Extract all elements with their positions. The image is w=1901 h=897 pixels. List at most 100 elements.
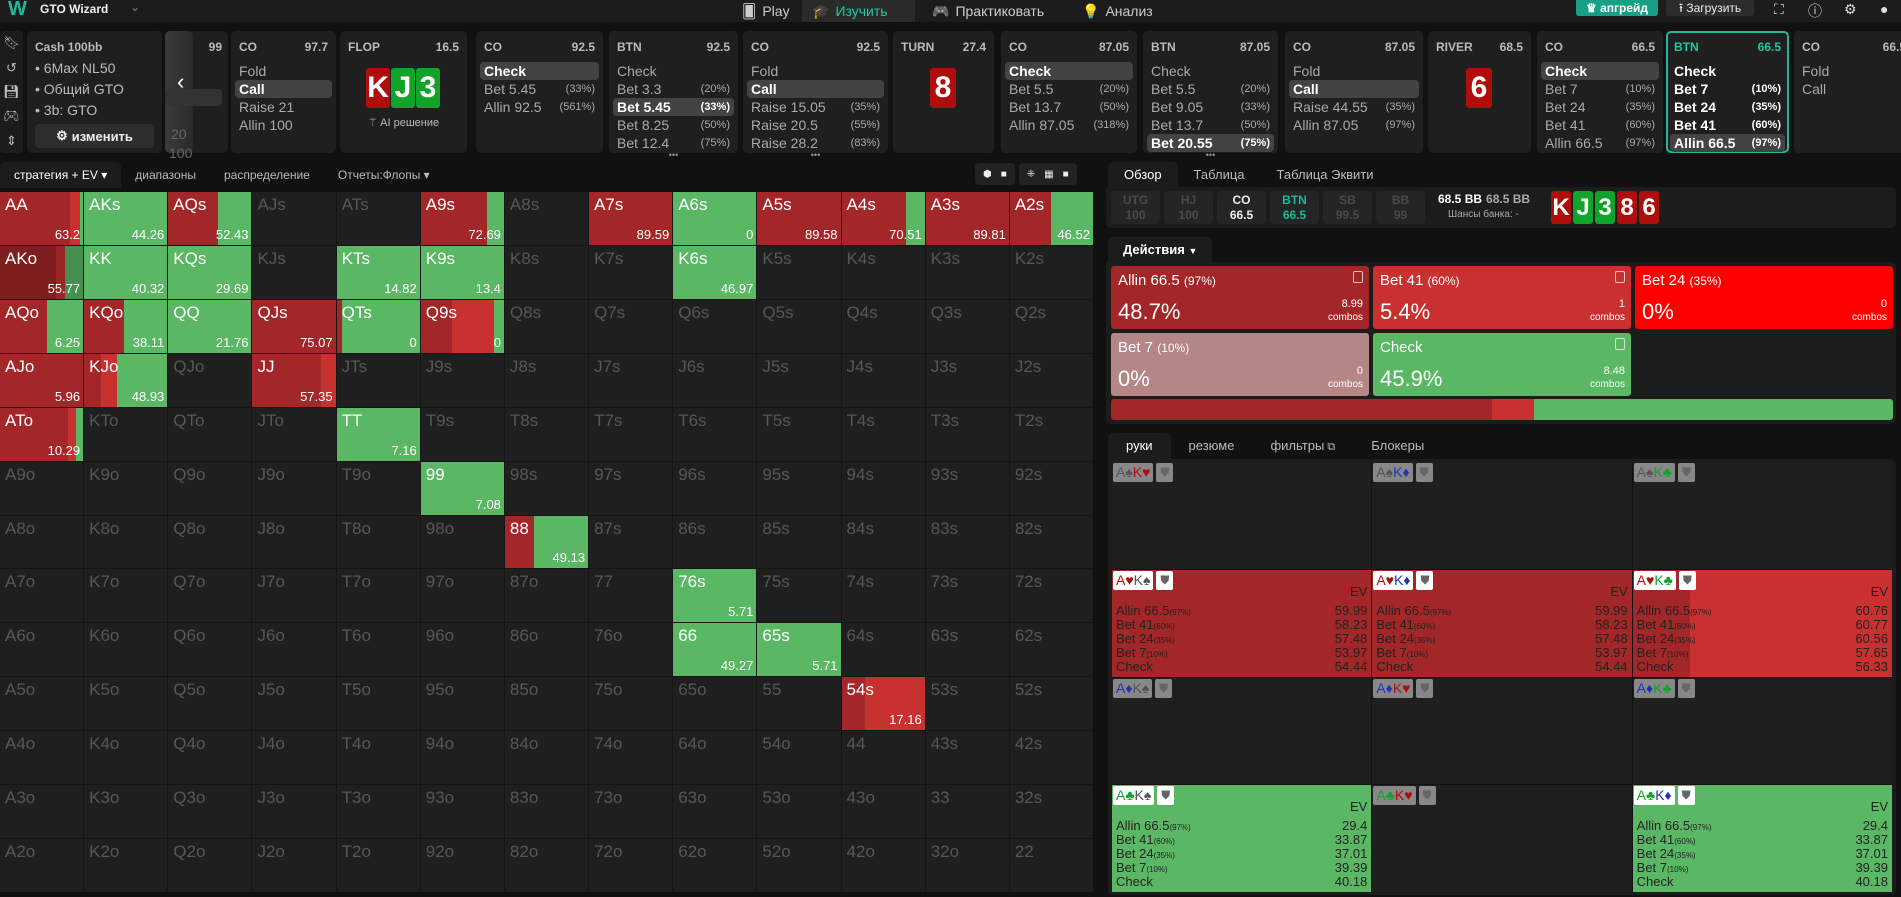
reset-icon[interactable]: ↺	[6, 59, 17, 75]
overview-tab[interactable]: Таблица Эквити	[1276, 167, 1374, 182]
action-option[interactable]: Bet 20.55 (75%)	[1147, 134, 1274, 152]
street-card-turn[interactable]: TURN 27.4 8	[893, 31, 994, 153]
action-option[interactable]: Bet 24 (35%)	[1545, 99, 1655, 115]
hand-cell-92o[interactable]: 92o	[420, 839, 504, 892]
hand-cell-K5s[interactable]: K5s	[757, 245, 841, 299]
action-option[interactable]: Check	[1674, 63, 1717, 79]
hand-cell-A4s[interactable]: A4s 70.51	[841, 192, 925, 245]
hand-cell-76s[interactable]: 76s 5.71	[673, 569, 757, 623]
hand-cell-J4s[interactable]: J4s	[841, 353, 925, 407]
hand-cell-55[interactable]: 55	[757, 677, 841, 731]
hand-cell-98o[interactable]: 98o	[420, 515, 504, 569]
hand-cell-Q2s[interactable]: Q2s	[1009, 299, 1093, 353]
action-option[interactable]: Allin 87.05 (97%)	[1293, 117, 1415, 133]
action-option[interactable]: Call	[1289, 80, 1419, 98]
action-card[interactable]: Bet 41 (60%) 5.4% 1 combos	[1373, 266, 1631, 329]
action-option[interactable]: Raise 20.5 (55%)	[751, 117, 880, 133]
hand-cell-J4o[interactable]: J4o	[252, 731, 336, 785]
action-node-card[interactable]: BTN 66.5 Check Bet 7 (10%) Bet 24 (35%) Bet 41(…	[1666, 31, 1789, 153]
action-option[interactable]: Check	[617, 63, 657, 79]
hand-cell-T3s[interactable]: T3s	[925, 407, 1009, 461]
hand-cell-TT[interactable]: TT 7.16	[336, 407, 420, 461]
hand-cell-53o[interactable]: 53o	[757, 785, 841, 839]
seat-hj[interactable]: HJ 100	[1164, 191, 1213, 224]
hand-cell-K3s[interactable]: K3s	[925, 245, 1009, 299]
hand-cell-A8o[interactable]: A8o	[0, 515, 84, 569]
hand-cell-KTo[interactable]: KTo	[84, 407, 168, 461]
hand-cell-J8s[interactable]: J8s	[504, 353, 589, 407]
hand-cell-JTo[interactable]: JTo	[252, 407, 336, 461]
overview-tab[interactable]: Обзор	[1108, 162, 1178, 187]
expand-icon[interactable]: ⇕	[6, 132, 17, 148]
action-option[interactable]: Bet 13.7 (50%)	[1151, 117, 1270, 133]
hand-cell-Q5s[interactable]: Q5s	[757, 299, 841, 353]
shield-icon[interactable]: ⛊	[1678, 570, 1696, 590]
hand-cell-Q7s[interactable]: Q7s	[589, 299, 673, 353]
action-option[interactable]: Bet 5.5 (20%)	[1009, 81, 1129, 97]
hand-cell-T7o[interactable]: T7o	[336, 569, 420, 623]
hand-cell-J8o[interactable]: J8o	[252, 515, 336, 569]
hand-cell-95o[interactable]: 95o	[420, 677, 504, 731]
grid-view-icon[interactable]: ▦	[1044, 168, 1054, 180]
ai-solution-button[interactable]: ⚚ AI решение	[367, 117, 440, 129]
action-node-card[interactable]: CO 87.05 Fold Call Raise 44.55 (35%) Allin 87.…	[1285, 31, 1423, 153]
action-node-card[interactable]: BTN 92.5 Check Bet 3.3 (20%) Bet 5.45 (33%) Bet…	[609, 31, 738, 160]
hand-cell-75s[interactable]: 75s	[757, 569, 841, 623]
hand-combo-tile[interactable]: A♥K♦ ⛊ EV Allin 66.5(97%) 59.99 Bet 41(60%) 58…	[1372, 569, 1632, 677]
action-option[interactable]: Fold	[751, 63, 779, 79]
hand-cell-82s[interactable]: 82s	[1009, 515, 1093, 569]
shield-icon[interactable]: ⛊	[1416, 678, 1434, 698]
hand-cell-K3o[interactable]: K3o	[84, 785, 168, 839]
hand-cell-95s[interactable]: 95s	[757, 461, 841, 515]
hand-cell-T8o[interactable]: T8o	[336, 515, 420, 569]
screenshot-icon[interactable]: ⛶	[1774, 1, 1784, 17]
matrix-tab[interactable]: диапазоны	[135, 168, 196, 182]
hands-tab[interactable]: руки	[1108, 433, 1171, 459]
hand-combo-tile[interactable]: A♠K♦ ⛊	[1372, 462, 1632, 569]
hand-cell-98s[interactable]: 98s	[504, 461, 589, 515]
action-option[interactable]: Check	[480, 62, 599, 80]
hand-cell-77[interactable]: 77	[589, 569, 673, 623]
action-card[interactable]: Allin 66.5 (97%) 48.7% 8.99 combos	[1111, 266, 1369, 329]
hand-cell-93s[interactable]: 93s	[925, 461, 1009, 515]
hand-cell-87s[interactable]: 87s	[589, 515, 673, 569]
hand-cell-A2s[interactable]: A2s 46.52	[1009, 192, 1093, 245]
action-option[interactable]: Fold	[239, 63, 267, 79]
action-option[interactable]: Bet 9.05 (33%)	[1151, 99, 1270, 115]
hand-cell-KQo[interactable]: KQo 38.11	[84, 299, 168, 353]
hand-cell-KQs[interactable]: KQs 29.69	[168, 245, 252, 299]
hand-cell-ATo[interactable]: ATo 10.29	[0, 407, 84, 461]
hand-cell-Q4o[interactable]: Q4o	[168, 731, 252, 785]
hand-cell-84s[interactable]: 84s	[841, 515, 925, 569]
details-icon[interactable]	[1353, 271, 1363, 283]
save-icon[interactable]: 💾︎	[3, 83, 20, 99]
hand-combo-tile[interactable]: A♦K♠ ⛊	[1112, 677, 1372, 785]
action-option[interactable]: Raise 28.2 (83%)	[751, 135, 880, 151]
more-options-icon[interactable]: •••	[668, 150, 679, 160]
hand-cell-A9o[interactable]: A9o	[0, 461, 84, 515]
hand-cell-K5o[interactable]: K5o	[84, 677, 168, 731]
hand-cell-32s[interactable]: 32s	[1009, 785, 1093, 839]
hand-cell-A7o[interactable]: A7o	[0, 569, 84, 623]
action-node-card[interactable]: CO 92.5 Check Bet 5.45 (33%) Allin 92.5 (561%)	[476, 31, 603, 153]
hand-cell-72s[interactable]: 72s	[1009, 569, 1093, 623]
hand-cell-93o[interactable]: 93o	[420, 785, 504, 839]
street-card-flop[interactable]: FLOP 16.5 K J 3 ⚚ AI решение	[340, 31, 467, 153]
hand-cell-QQ[interactable]: QQ 21.76	[168, 299, 252, 353]
hand-cell-K6s[interactable]: K6s 46.97	[673, 245, 757, 299]
hand-cell-65s[interactable]: 65s 5.71	[757, 623, 841, 677]
hand-cell-JTs[interactable]: JTs	[336, 353, 420, 407]
seat-utg[interactable]: UTG 100	[1111, 191, 1160, 224]
matrix-tab[interactable]: распределение	[223, 168, 310, 182]
hand-cell-Q5o[interactable]: Q5o	[168, 677, 252, 731]
hand-cell-Q9o[interactable]: Q9o	[168, 461, 252, 515]
nav-tab-play[interactable]: 🂠 Play	[742, 2, 790, 20]
upload-button[interactable]: ⭱ Загрузить	[1666, 0, 1754, 16]
action-node-card[interactable]: CO 97.7 Fold Call Raise 21 Allin 100	[231, 31, 336, 153]
hand-cell-ATs[interactable]: ATs	[336, 192, 420, 245]
hand-cell-J2s[interactable]: J2s	[1009, 353, 1093, 407]
action-node-card[interactable]: BTN 87.05 Check Bet 5.5 (20%) Bet 9.05 (33%) Be…	[1143, 31, 1278, 160]
hand-cell-86o[interactable]: 86o	[504, 623, 589, 677]
hand-cell-54o[interactable]: 54o	[757, 731, 841, 785]
nav-tab-practice[interactable]: 🎮 Практиковать	[932, 2, 1045, 20]
